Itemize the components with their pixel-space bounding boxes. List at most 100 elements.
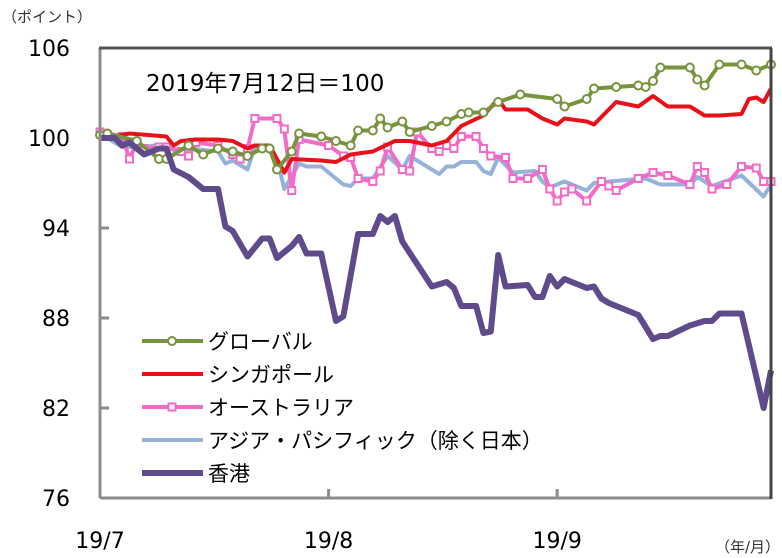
series-line bbox=[100, 135, 774, 411]
data-point bbox=[640, 82, 651, 92]
data-point bbox=[589, 83, 600, 94]
y-tick-label: 94 bbox=[42, 217, 70, 242]
data-point bbox=[759, 177, 769, 186]
base-date-annotation: 2019年7月12日＝100 bbox=[146, 71, 384, 97]
series-line bbox=[99, 87, 773, 175]
data-point bbox=[567, 184, 577, 194]
data-point bbox=[737, 162, 747, 171]
x-axis-unit-label: （年/月） bbox=[715, 538, 780, 556]
y-tick-label: 106 bbox=[28, 37, 70, 62]
data-point bbox=[493, 97, 504, 107]
x-tick-label: 19/8 bbox=[304, 529, 353, 554]
data-point bbox=[582, 196, 592, 206]
legend-item: グローバル bbox=[142, 330, 313, 354]
data-point bbox=[426, 121, 437, 131]
data-point bbox=[294, 128, 305, 139]
data-point bbox=[559, 101, 570, 112]
x-tick-label: 19/9 bbox=[532, 529, 581, 554]
data-point bbox=[375, 166, 385, 176]
y-tick-label: 100 bbox=[28, 127, 70, 152]
data-point bbox=[441, 116, 452, 127]
data-point bbox=[456, 132, 466, 141]
data-point bbox=[655, 62, 666, 73]
legend-item: オーストラリア bbox=[142, 396, 354, 420]
data-point bbox=[286, 146, 297, 157]
y-tick-label: 88 bbox=[42, 307, 70, 332]
data-point bbox=[345, 140, 356, 151]
data-point bbox=[596, 177, 606, 186]
legend-item: アジア・パシフィック（除く日本） bbox=[142, 429, 543, 453]
data-point bbox=[552, 196, 562, 206]
data-point bbox=[353, 125, 364, 136]
data-point bbox=[545, 184, 555, 194]
data-point bbox=[501, 153, 511, 162]
data-point bbox=[463, 107, 474, 118]
data-point bbox=[648, 76, 659, 86]
y-axis-unit-label: （ポイント） bbox=[2, 8, 92, 26]
data-point bbox=[537, 165, 547, 174]
data-point bbox=[449, 144, 459, 153]
data-point bbox=[368, 177, 378, 186]
legend-label: シンガポール bbox=[208, 363, 334, 387]
legend-marker bbox=[167, 402, 177, 412]
data-point bbox=[471, 132, 481, 141]
legend-label: グローバル bbox=[208, 330, 313, 354]
data-point bbox=[375, 113, 386, 124]
legend-marker bbox=[167, 336, 177, 346]
legend-item: 香港 bbox=[142, 462, 250, 486]
data-point bbox=[700, 168, 710, 177]
data-point bbox=[523, 174, 533, 183]
data-point bbox=[287, 186, 297, 195]
data-point bbox=[663, 171, 673, 180]
data-point bbox=[397, 116, 408, 127]
data-point bbox=[271, 164, 282, 175]
data-point bbox=[183, 140, 194, 151]
data-point bbox=[198, 149, 209, 160]
data-point bbox=[324, 141, 334, 150]
data-point bbox=[405, 166, 415, 176]
data-point bbox=[316, 131, 327, 142]
series-2 bbox=[95, 114, 776, 206]
data-point bbox=[183, 151, 193, 161]
data-point bbox=[714, 59, 725, 70]
data-point bbox=[633, 174, 643, 183]
data-point bbox=[227, 146, 238, 157]
data-point bbox=[604, 181, 614, 191]
data-point bbox=[478, 107, 489, 118]
data-point bbox=[692, 162, 702, 171]
data-point bbox=[486, 151, 496, 161]
series-1 bbox=[99, 87, 773, 175]
data-point bbox=[560, 187, 570, 197]
data-point bbox=[515, 89, 526, 100]
y-tick-label: 82 bbox=[42, 397, 70, 422]
data-point bbox=[212, 143, 223, 154]
data-point bbox=[250, 114, 260, 123]
data-point bbox=[611, 186, 621, 195]
data-point bbox=[272, 114, 282, 123]
data-point bbox=[707, 184, 717, 194]
data-point bbox=[382, 122, 393, 133]
data-point bbox=[397, 165, 407, 174]
data-point bbox=[581, 94, 592, 104]
data-point bbox=[685, 180, 695, 189]
data-point bbox=[751, 65, 762, 76]
series-4 bbox=[100, 135, 774, 411]
data-point bbox=[648, 168, 658, 177]
data-point bbox=[552, 94, 563, 104]
data-point bbox=[722, 180, 732, 189]
legend-label: オーストラリア bbox=[208, 396, 354, 420]
data-point bbox=[330, 136, 341, 146]
data-point bbox=[242, 151, 253, 161]
data-point bbox=[736, 59, 747, 70]
data-point bbox=[404, 127, 415, 137]
x-tick-label: 19/7 bbox=[75, 529, 124, 554]
data-point bbox=[508, 174, 518, 183]
data-point bbox=[367, 125, 378, 136]
y-tick-label: 76 bbox=[42, 487, 70, 512]
data-point bbox=[684, 62, 695, 73]
data-point bbox=[353, 174, 363, 183]
legend-item: シンガポール bbox=[142, 363, 334, 387]
data-point bbox=[692, 74, 703, 85]
